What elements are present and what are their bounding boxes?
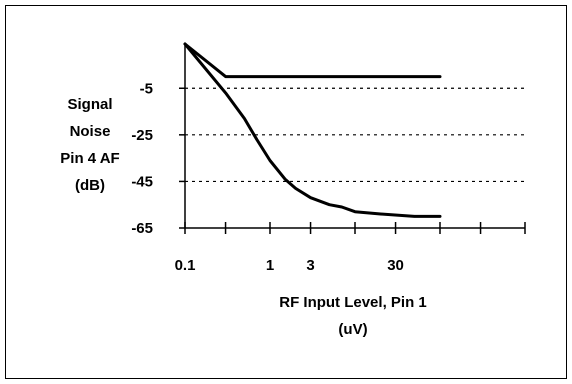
x-axis-label-line-2: (uV)	[338, 321, 367, 338]
grid-lines	[185, 87, 525, 183]
y-tick-label-45: -45	[131, 173, 153, 190]
y-tick-label-25: -25	[131, 127, 153, 144]
x-tick-label-0_1: 0.1	[175, 257, 196, 274]
x-axis-label-line-1: RF Input Level, Pin 1	[279, 294, 427, 311]
y-tick-label-5: -5	[140, 80, 153, 97]
y-axis-label-line-4: (dB)	[75, 177, 105, 194]
series-line-2	[183, 42, 442, 218]
series-lines	[183, 42, 442, 218]
x-tick-label-30: 30	[387, 257, 404, 274]
series-line-1	[183, 42, 442, 79]
x-tick-label-1: 1	[266, 257, 274, 274]
y-tick-label-65: -65	[131, 220, 153, 237]
x-tick-labels: 0.1 1 3 30	[175, 257, 404, 274]
y-axis-label-line-2: Noise	[70, 123, 111, 140]
chart-frame	[5, 5, 567, 379]
y-tick-labels: -5 -25 -45 -65	[131, 80, 153, 237]
x-tick-label-3: 3	[306, 257, 314, 274]
y-axis-label-line-3: Pin 4 AF	[60, 150, 119, 167]
y-axis-label-line-1: Signal	[67, 96, 112, 113]
axes	[179, 44, 526, 234]
